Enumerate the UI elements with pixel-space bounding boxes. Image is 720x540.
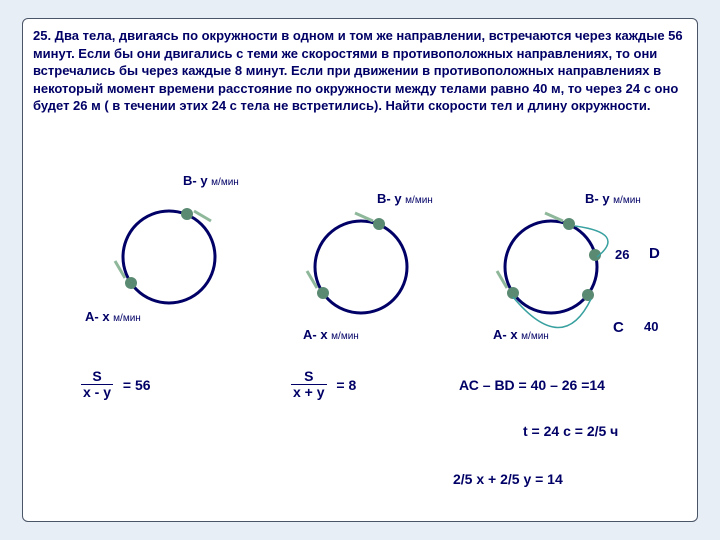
- eq-final: 2/5 х + 2/5 у = 14: [453, 471, 563, 487]
- formula-2: S х + у = 8: [291, 369, 356, 401]
- formula-1: S х - у = 56: [81, 369, 151, 401]
- circle3-label-40: 40: [644, 319, 658, 334]
- circle1-label-b: В- у м/мин: [183, 173, 239, 188]
- eq-ac-bd: АС – BD = 40 – 26 =14: [459, 377, 605, 393]
- circle1: [101, 189, 237, 325]
- circle3-label-d: D: [649, 245, 660, 262]
- circle1-label-a: А- х м/мин: [85, 309, 141, 324]
- problem-text: 25. Два тела, двигаясь по окружности в о…: [33, 27, 687, 115]
- circle2: [293, 199, 429, 335]
- eq-time: t = 24 с = 2/5 ч: [523, 423, 618, 439]
- circle2-label-a: А- х м/мин: [303, 327, 359, 342]
- content-frame: 25. Два тела, двигаясь по окружности в о…: [22, 18, 698, 522]
- circle3-label-26: 26: [615, 247, 629, 262]
- circle3-label-a: А- х м/мин: [493, 327, 549, 342]
- circle3-label-c: C: [613, 319, 624, 336]
